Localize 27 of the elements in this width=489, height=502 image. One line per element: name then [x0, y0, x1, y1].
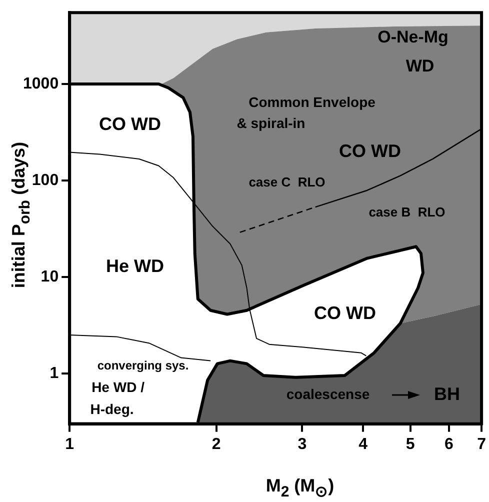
annotation: case B RLO [368, 204, 446, 220]
annotation: He WD / [92, 378, 145, 395]
x-tick-label: 2 [212, 436, 221, 453]
annotation: CO WD [339, 140, 401, 161]
annotation: H-deg. [90, 400, 134, 417]
y-tick-label: 1 [50, 364, 59, 382]
annotation: WD [406, 56, 434, 76]
x-tick-label: 7 [477, 436, 486, 453]
annotation: Common Envelope [248, 94, 376, 110]
x-tick-label: 4 [358, 436, 368, 453]
y-tick-label: 100 [32, 172, 59, 189]
y-tick-label: 10 [40, 268, 59, 286]
annotation: BH [434, 384, 460, 404]
annotation: O-Ne-Mg [378, 28, 448, 47]
x-tick-label: 1 [65, 436, 74, 453]
annotation: converging sys. [97, 358, 189, 372]
annotation: coalescense [286, 386, 370, 402]
annotation: He WD [106, 256, 164, 276]
annotation: case C RLO [248, 174, 326, 190]
x-axis-title: M$_{2}$ (M$_{⊙}$) [266, 476, 334, 500]
annotation: CO WD [99, 114, 161, 134]
x-tick-label: 5 [406, 436, 415, 453]
annotation: & spiral-in [236, 114, 306, 131]
y-tick-label: 1000 [23, 75, 59, 92]
x-tick-label: 6 [444, 436, 454, 453]
annotation: CO WD [314, 302, 376, 323]
x-tick-label: 3 [298, 436, 307, 453]
